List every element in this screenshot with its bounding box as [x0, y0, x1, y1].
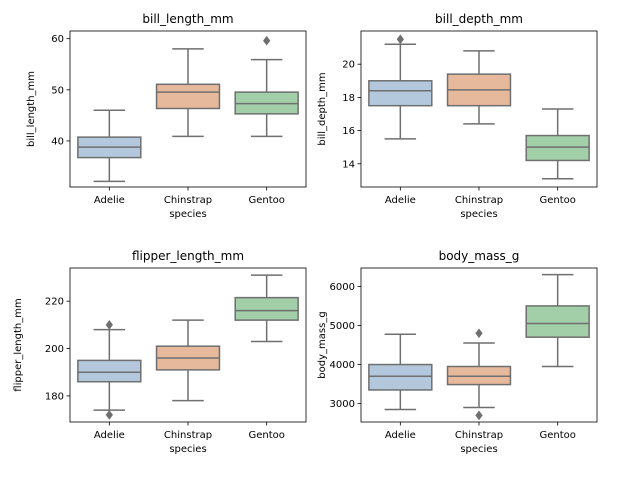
- x-tick-label: Gentoo: [248, 430, 284, 441]
- y-tick-label: 5000: [330, 321, 355, 332]
- x-tick-label: Adelie: [385, 430, 416, 441]
- outlier-point: [475, 410, 483, 421]
- box-body: [77, 359, 142, 383]
- y-axis-label: bill_length_mm: [26, 71, 37, 147]
- y-tick-label: 3000: [330, 399, 355, 410]
- y-tick-label: 50: [51, 85, 64, 96]
- box-chinstrap: [446, 328, 512, 421]
- box-body: [525, 305, 590, 338]
- chart-panel-body_mass_g: body_mass_g 3000 4000 5000 6000 Adelie Chinstr…: [317, 249, 598, 455]
- x-axis-label: species: [460, 444, 497, 455]
- chart-panel-bill_length_mm: bill_length_mm 40 50 60 Adelie Chinstrap Gento…: [26, 12, 307, 220]
- x-tick-label: Adelie: [385, 195, 416, 206]
- outlier-point: [105, 410, 113, 420]
- outlier-point: [396, 34, 404, 45]
- box-gentoo: [525, 273, 590, 368]
- chart-title: body_mass_g: [439, 249, 520, 263]
- y-tick-label: 16: [342, 126, 355, 137]
- y-axis-label: bill_depth_mm: [317, 72, 328, 145]
- box-body: [368, 363, 433, 391]
- y-tick-label: 60: [51, 34, 64, 45]
- x-tick-label: Chinstrap: [164, 430, 212, 441]
- box-body: [368, 80, 433, 107]
- y-tick-label: 18: [342, 93, 355, 104]
- box-adelie: [77, 109, 142, 183]
- box-adelie: [77, 320, 142, 420]
- box-chinstrap: [155, 319, 221, 402]
- box-chinstrap: [155, 48, 221, 138]
- box-body: [234, 296, 299, 321]
- y-tick-label: 200: [45, 344, 64, 355]
- box-adelie: [368, 34, 433, 140]
- y-tick-label: 6000: [330, 282, 355, 293]
- x-tick-label: Chinstrap: [164, 195, 212, 206]
- y-tick-label: 180: [45, 391, 64, 402]
- y-tick-label: 40: [51, 136, 64, 147]
- box-gentoo: [525, 108, 590, 180]
- x-tick-label: Adelie: [94, 430, 125, 441]
- x-tick-label: Gentoo: [248, 195, 284, 206]
- box-adelie: [368, 333, 433, 411]
- outlier-point: [263, 35, 271, 46]
- chart-title: bill_length_mm: [142, 12, 233, 26]
- chart-title: bill_depth_mm: [435, 12, 523, 26]
- box-chinstrap: [446, 50, 512, 125]
- x-tick-label: Gentoo: [539, 430, 575, 441]
- x-tick-label: Adelie: [94, 195, 125, 206]
- y-tick-label: 14: [342, 159, 355, 170]
- x-tick-label: Chinstrap: [455, 430, 503, 441]
- x-tick-label: Gentoo: [539, 195, 575, 206]
- outlier-point: [105, 320, 113, 330]
- y-axis-label: body_mass_g: [317, 311, 328, 378]
- x-axis-label: species: [169, 444, 206, 455]
- y-tick-label: 20: [342, 60, 355, 71]
- chart-panel-bill_depth_mm: bill_depth_mm 14 16 18 20 Adelie Chinstrap Gent…: [317, 12, 598, 220]
- box-body: [155, 83, 221, 110]
- chart-panel-flipper_length_mm: flipper_length_mm 180 200 220 Adelie Chinstra…: [13, 249, 307, 455]
- y-tick-label: 4000: [330, 360, 355, 371]
- x-tick-label: Chinstrap: [455, 195, 503, 206]
- outlier-point: [475, 328, 483, 339]
- x-axis-label: species: [460, 209, 497, 220]
- box-gentoo: [234, 274, 299, 343]
- chart-title: flipper_length_mm: [132, 249, 244, 263]
- box-body: [525, 134, 590, 162]
- box-gentoo: [234, 35, 299, 138]
- y-axis-label: flipper_length_mm: [13, 298, 24, 391]
- x-axis-label: species: [169, 209, 206, 220]
- y-tick-label: 220: [45, 297, 64, 308]
